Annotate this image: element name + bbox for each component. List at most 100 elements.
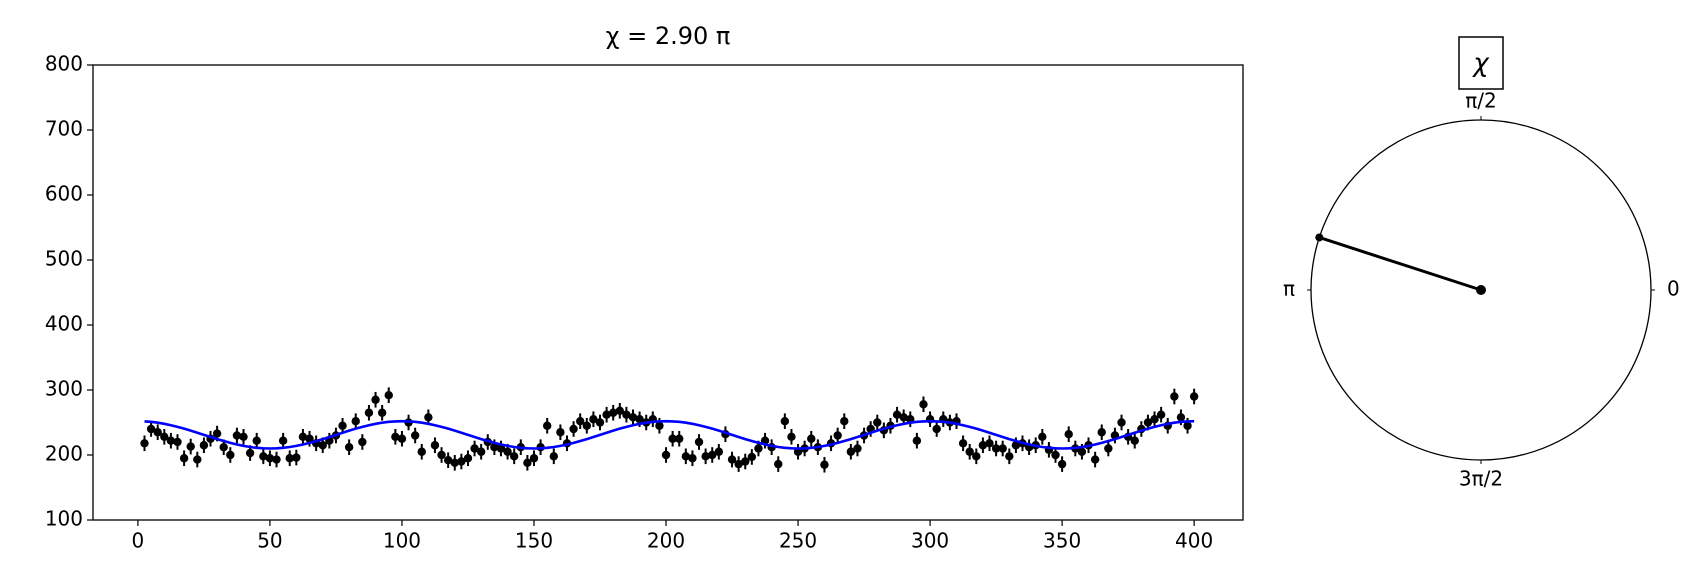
data-point <box>714 447 724 456</box>
y-tick-label: 500 <box>45 247 83 271</box>
y-tick-label: 400 <box>45 312 83 336</box>
data-point <box>252 436 261 445</box>
data-point <box>245 448 255 458</box>
data-point <box>628 413 638 422</box>
data-point <box>708 450 717 460</box>
data-point <box>734 459 743 469</box>
data-point <box>549 452 558 461</box>
data-point <box>780 417 790 426</box>
data-point <box>1011 441 1021 450</box>
data-point <box>622 410 631 419</box>
data-point <box>609 408 618 417</box>
data-point <box>741 457 750 466</box>
data-point <box>410 431 420 440</box>
y-tick-label: 600 <box>45 182 83 206</box>
needle <box>1318 236 1482 292</box>
angle-label: π/2 <box>1465 89 1497 113</box>
data-point <box>668 434 677 443</box>
data-point <box>193 455 202 464</box>
data-point <box>681 452 691 461</box>
data-point <box>661 450 671 460</box>
data-point <box>787 432 796 441</box>
data-point <box>595 418 605 427</box>
data-point <box>575 417 585 426</box>
data-point <box>285 454 294 463</box>
data-point <box>364 408 374 417</box>
x-tick-label: 100 <box>383 529 421 553</box>
data-point <box>774 459 783 469</box>
data-point <box>186 442 195 451</box>
data-point <box>338 421 347 430</box>
data-point <box>424 413 433 422</box>
data-point <box>1057 459 1067 469</box>
data-point <box>589 415 598 424</box>
data-point <box>542 421 552 430</box>
data-point <box>991 444 1001 453</box>
data-point <box>463 454 473 463</box>
x-tick-label: 300 <box>911 529 949 553</box>
data-point <box>523 458 532 467</box>
data-point <box>972 452 981 461</box>
data-point <box>358 437 367 447</box>
data-point <box>1005 452 1014 461</box>
chart-title: χ = 2.90 π <box>606 22 731 50</box>
data-point <box>1104 444 1113 453</box>
data-point <box>384 391 393 400</box>
needle-tip <box>1315 233 1324 242</box>
data-point <box>899 413 908 422</box>
data-point <box>655 421 664 430</box>
data-point <box>166 436 176 445</box>
title-box <box>1458 36 1504 90</box>
data-point <box>688 454 697 463</box>
data-point <box>232 431 242 440</box>
data-point <box>833 431 842 440</box>
data-point <box>278 436 288 445</box>
data-point <box>754 444 763 453</box>
data-point <box>318 441 327 450</box>
x-tick-label: 350 <box>1043 529 1081 553</box>
dial-center <box>1476 285 1486 295</box>
data-point <box>582 421 592 430</box>
data-point <box>417 447 426 456</box>
data-point <box>391 432 400 441</box>
data-point <box>978 441 988 450</box>
data-point <box>1189 392 1199 401</box>
data-point <box>919 400 928 409</box>
x-tick-label: 400 <box>1175 529 1213 553</box>
data-point <box>1156 410 1166 419</box>
x-tick-label: 250 <box>779 529 817 553</box>
data-point <box>1117 418 1126 427</box>
data-point <box>1130 436 1139 445</box>
data-point <box>259 452 268 461</box>
data-point <box>470 444 479 453</box>
data-point <box>846 447 856 456</box>
data-point <box>615 406 625 415</box>
data-point <box>344 443 354 452</box>
data-point <box>179 454 189 463</box>
data-point <box>377 408 387 417</box>
data-point <box>602 410 611 419</box>
data-point <box>1090 455 1100 464</box>
y-tick-label: 200 <box>45 442 83 466</box>
data-point <box>694 437 704 447</box>
angle-label: 3π/2 <box>1459 467 1503 491</box>
data-point <box>305 434 314 443</box>
data-point <box>873 418 882 427</box>
data-point <box>212 429 222 438</box>
data-point <box>226 450 235 460</box>
data-point <box>1143 418 1153 427</box>
data-point <box>199 441 209 450</box>
x-tick-label: 0 <box>132 529 145 553</box>
x-tick-label: 150 <box>515 529 553 553</box>
data-point <box>1038 432 1047 441</box>
data-point <box>457 457 466 466</box>
angle-label: 0 <box>1667 277 1680 301</box>
x-tick-label: 50 <box>257 529 282 553</box>
data-point <box>529 454 539 463</box>
data-point <box>509 452 519 461</box>
data-point <box>351 417 360 426</box>
data-point <box>496 444 506 453</box>
data-point <box>397 434 407 443</box>
data-point <box>998 444 1007 453</box>
data-point <box>1097 428 1106 437</box>
